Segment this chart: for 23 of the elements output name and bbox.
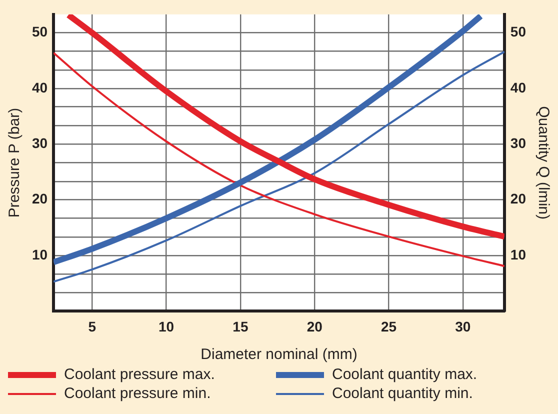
x-tick-label: 15 — [232, 318, 248, 334]
x-tick-label: 30 — [455, 318, 471, 334]
y2-tick-label: 20 — [510, 190, 526, 207]
y2-axis-title: Quantity Q (lmin) — [534, 106, 552, 220]
y-tick-label: 30 — [32, 135, 48, 152]
legend-label: Coolant quantity max. — [332, 366, 478, 383]
y-axis-title: Pressure P (bar) — [6, 108, 24, 218]
y2-tick-label: 30 — [510, 135, 526, 152]
y-tick-label: 50 — [32, 24, 48, 40]
y-tick-label: 40 — [32, 79, 48, 96]
x-tick-label: 10 — [158, 318, 174, 334]
x-tick-label: 5 — [88, 318, 96, 334]
x-tick-label: 20 — [306, 318, 323, 334]
x-tick-label: 25 — [380, 318, 397, 334]
y-tick-label: 10 — [32, 246, 48, 262]
y-tick-label: 20 — [32, 190, 48, 207]
legend-label: Coolant quantity min. — [332, 385, 473, 402]
x-axis-title: Diameter nominal (mm) — [200, 346, 358, 364]
y2-tick-label: 40 — [510, 79, 526, 96]
y2-tick-label: 10 — [510, 246, 526, 262]
legend-label: Coolant pressure max. — [64, 366, 215, 383]
legend-label: Coolant pressure min. — [64, 385, 211, 402]
y2-tick-label: 50 — [510, 24, 526, 40]
